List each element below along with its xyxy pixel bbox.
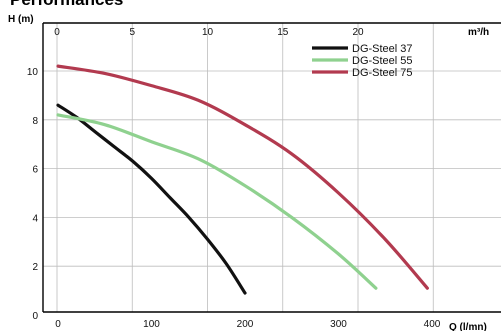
x-tick-label: 400 xyxy=(424,319,441,330)
y-tick-label: 10 xyxy=(27,67,39,78)
x2-tick-label: 10 xyxy=(202,27,214,38)
legend-label: DG-Steel 55 xyxy=(352,55,413,67)
legend-label: DG-Steel 75 xyxy=(352,67,413,79)
x-tick-label: 300 xyxy=(330,319,347,330)
x2-axis-label: m³/h xyxy=(468,27,489,38)
plot-frame xyxy=(42,22,501,313)
y-axis-label: H (m) xyxy=(8,14,34,25)
curve-dg-steel-75 xyxy=(56,64,429,290)
curve-dg-steel-37 xyxy=(56,103,247,295)
curve-dg-steel-55 xyxy=(56,113,378,290)
x2-tick-label: 20 xyxy=(352,27,364,38)
legend-label: DG-Steel 37 xyxy=(352,43,413,55)
curves xyxy=(56,64,429,295)
x-tick-label: 100 xyxy=(143,319,160,330)
y-tick-label: 8 xyxy=(32,116,38,127)
x-tick-label: 0 xyxy=(55,319,61,330)
y-tick-label: 4 xyxy=(32,213,38,224)
x2-tick-label: 0 xyxy=(54,27,60,38)
grid xyxy=(43,23,501,312)
x-axis-label: Q (l/mn) xyxy=(449,322,487,331)
x2-tick-label: 5 xyxy=(129,27,135,38)
x2-tick-label: 15 xyxy=(277,27,289,38)
x-tick-label: 200 xyxy=(237,319,254,330)
chart-title: Performances xyxy=(10,0,123,10)
y-tick-label: 2 xyxy=(32,262,38,273)
y-tick-label: 0 xyxy=(32,311,38,322)
y-tick-label: 6 xyxy=(32,165,38,176)
